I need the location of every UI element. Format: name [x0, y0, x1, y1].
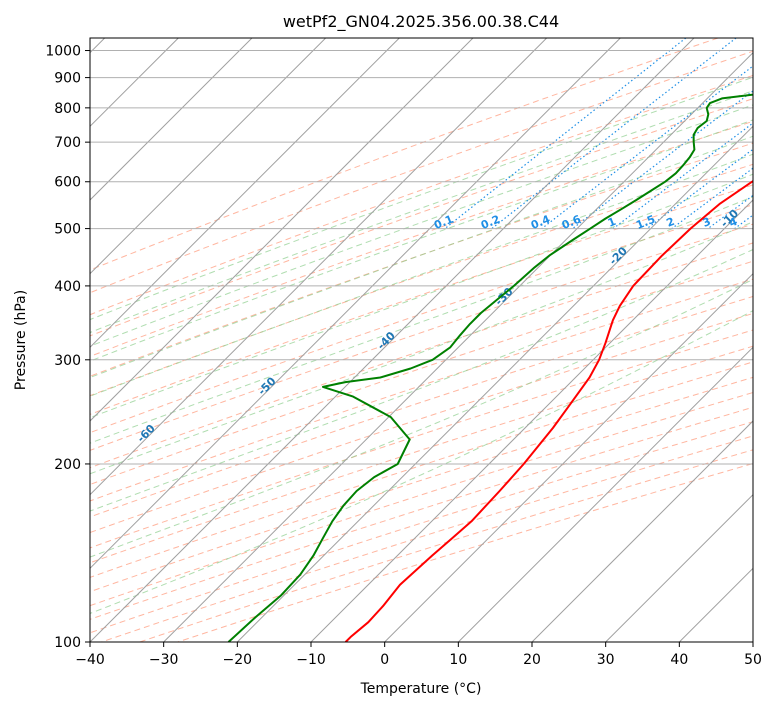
y-axis-label: Pressure (hPa)	[13, 290, 29, 390]
mixing-ratio-label: 0.4	[529, 213, 552, 232]
plot-frame	[89, 37, 754, 643]
isotherm-line	[531, 420, 753, 642]
moist-adiabat	[90, 278, 753, 558]
mixing-ratio-line	[671, 167, 753, 230]
y-tick-label: 900	[54, 71, 81, 87]
moist-adiabat	[90, 90, 753, 334]
x-tick-label: 20	[523, 652, 541, 668]
dry-adiabat	[90, 329, 753, 549]
dry-adiabat	[90, 312, 753, 534]
moist-adiabat	[90, 310, 753, 614]
grid-lines	[90, 38, 753, 642]
dry-adiabat	[90, 361, 753, 578]
dry-adiabat	[90, 38, 719, 271]
y-tick-label: 200	[54, 457, 81, 473]
mixing-ratio-label: 6	[766, 215, 775, 230]
dry-adiabat	[90, 50, 753, 294]
x-tick-label: 30	[597, 652, 615, 668]
isotherm-line	[90, 38, 548, 496]
x-axis-label: Temperature (°C)	[360, 681, 482, 697]
dry-adiabat	[177, 462, 753, 642]
dry-adiabat	[90, 223, 753, 451]
mixing-ratio-label: 1.5	[634, 213, 657, 232]
mixing-ratio-line	[572, 90, 753, 230]
isotherm-label: -60	[135, 422, 158, 445]
x-tick-label: 0	[380, 652, 389, 668]
moist-adiabat	[90, 173, 753, 419]
y-tick-label: 800	[54, 101, 81, 117]
y-axis: 100 200 300 400 500 600 700 800 900 1000	[45, 44, 90, 651]
y-tick-label: 1000	[45, 44, 81, 60]
y-tick-label: 600	[54, 175, 81, 191]
moist-adiabat	[90, 76, 753, 321]
y-tick-label: 100	[54, 635, 81, 651]
dry-adiabat	[90, 278, 753, 502]
x-tick-label: 10	[449, 652, 467, 668]
dry-adiabat	[90, 242, 753, 469]
dry-adiabat	[90, 376, 753, 593]
isotherm-line	[163, 51, 753, 642]
mixing-ratio-line	[541, 65, 753, 230]
isotherm-label: -40	[375, 329, 398, 352]
x-tick-label: −30	[149, 652, 179, 668]
x-tick-label: −40	[75, 652, 105, 668]
dry-adiabat	[90, 184, 753, 415]
isotherm-line	[605, 493, 753, 642]
x-axis: −40 −30 −20 −10 0 10 20 30 40 50	[75, 642, 762, 668]
chart-title: wetPf2_GN04.2025.356.00.38.C44	[283, 12, 559, 32]
mixing-ratio-line	[707, 194, 753, 230]
isotherm-line	[90, 38, 695, 642]
dry-adiabat	[90, 163, 753, 397]
dewpoint-line	[227, 93, 753, 642]
x-tick-label: −20	[223, 652, 253, 668]
isotherm-line	[678, 567, 753, 642]
isotherm-line	[90, 38, 327, 275]
mixing-ratio-label: 0.6	[560, 213, 583, 232]
moist-adiabat	[90, 196, 753, 444]
dry-adiabat	[90, 142, 753, 377]
isotherm-line	[90, 38, 621, 570]
mixing-ratio-line	[734, 214, 753, 230]
isotherm-label: -50	[255, 374, 278, 397]
mixing-ratio-line	[444, 38, 687, 230]
isotherm-line	[310, 199, 753, 642]
y-tick-label: 300	[54, 353, 81, 369]
isotherm-line	[752, 641, 753, 642]
x-tick-label: −10	[296, 652, 326, 668]
dry-adiabat	[90, 74, 753, 316]
isotherm-line	[384, 272, 753, 642]
dry-adiabat	[90, 98, 753, 337]
isotherm-line	[90, 38, 253, 201]
moist-adiabat	[90, 119, 753, 362]
mixing-ratio-label: 0.1	[432, 213, 455, 232]
x-tick-label: 40	[670, 652, 688, 668]
mixing-ratio-label: 3	[701, 215, 713, 230]
y-tick-label: 400	[54, 279, 81, 295]
y-tick-label: 700	[54, 135, 81, 151]
x-tick-label: 50	[744, 652, 762, 668]
isotherm-line	[90, 38, 400, 349]
isotherm-label: -70	[13, 470, 36, 493]
mixing-ratio-label: 1	[606, 215, 618, 230]
profile-lines	[227, 93, 753, 642]
isotherm-line	[90, 38, 474, 422]
isotherm-line	[457, 346, 753, 642]
mixing-ratio-label: 2	[664, 215, 676, 230]
temperature-line	[344, 179, 753, 642]
isotherm-line	[236, 125, 753, 642]
y-tick-label: 500	[54, 222, 81, 238]
isotherm-label: -20	[607, 244, 630, 267]
